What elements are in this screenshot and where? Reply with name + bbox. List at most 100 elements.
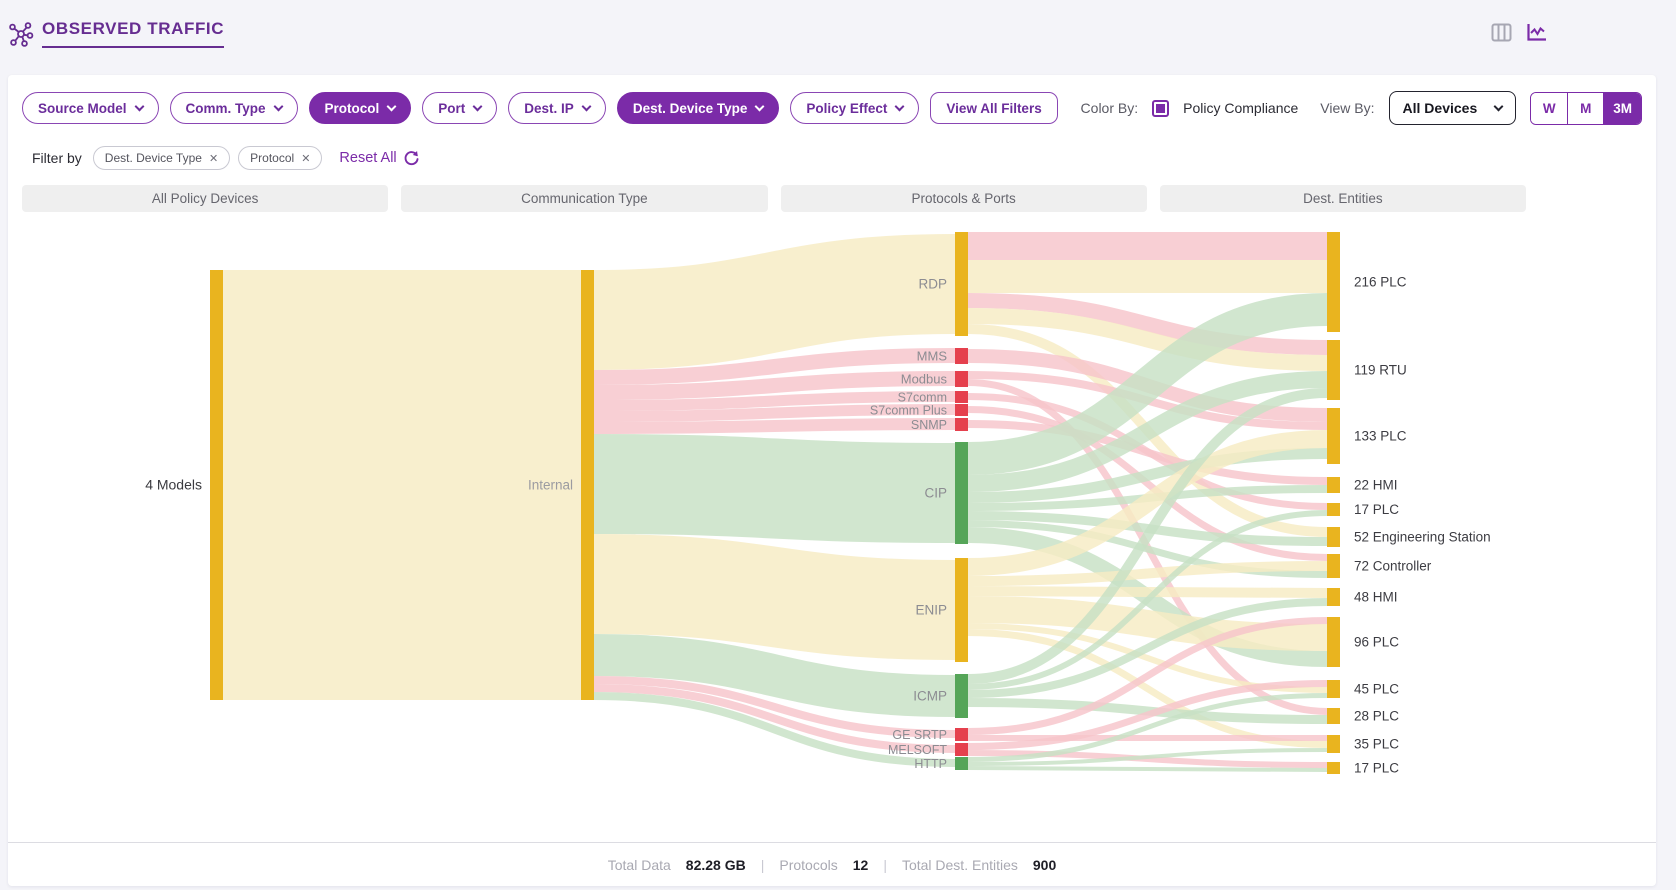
brand: OBSERVED TRAFFIC	[8, 19, 225, 52]
sankey-node-internal[interactable]	[581, 270, 594, 700]
total-value-protocols: 12	[852, 856, 869, 873]
sankey-link-http-plc17b	[967, 766, 1328, 772]
time-toggle-3m[interactable]: 3M	[1603, 92, 1641, 124]
filter-chip-protocol[interactable]: Protocol ✕	[238, 146, 323, 170]
sankey-node-gesrtp[interactable]	[955, 728, 968, 741]
filter-button-source-model[interactable]: Source Model	[22, 92, 159, 124]
sankey-node-melsoft[interactable]	[955, 743, 968, 756]
sankey-node-snmp[interactable]	[955, 418, 968, 431]
filter-button-dest-ip[interactable]: Dest. IP	[508, 92, 606, 124]
sankey-node-plc96[interactable]	[1327, 617, 1340, 667]
sankey-link-internal-modbus	[593, 371, 956, 400]
sankey-label-eng52: 52 Engineering Station	[1354, 530, 1491, 545]
sankey-label-s7comm: S7comm	[898, 391, 947, 405]
sankey-column-headers: All Policy Devices Communication Type Prot…	[22, 185, 1526, 212]
page-title: OBSERVED TRAFFIC	[42, 19, 225, 48]
chevron-down-icon	[134, 101, 144, 111]
sankey-label-plc133: 133 PLC	[1354, 429, 1407, 444]
sankey-node-http[interactable]	[955, 757, 968, 770]
sankey-link-icmp-rtu119	[967, 388, 1328, 684]
remove-chip-icon[interactable]: ✕	[208, 152, 219, 165]
policy-compliance-checkbox[interactable]	[1152, 99, 1170, 117]
sankey-node-plc28[interactable]	[1327, 708, 1340, 724]
sankey-label-melsoft: MELSOFT	[888, 743, 947, 757]
filter-button-dest-device-type[interactable]: Dest. Device Type	[616, 92, 780, 124]
sankey-node-eng52[interactable]	[1327, 527, 1340, 547]
time-range-toggle: W M 3M	[1530, 91, 1642, 125]
chart-view-icon[interactable]	[1526, 22, 1548, 47]
sankey-node-plc133[interactable]	[1327, 408, 1340, 464]
sankey-node-rdp[interactable]	[955, 232, 968, 336]
sankey-link-icmp-plc28	[967, 698, 1328, 724]
sankey-label-rtu119: 119 RTU	[1354, 363, 1407, 378]
total-value-total-data: 82.28 GB	[685, 856, 746, 873]
column-header-dest-entities: Dest. Entities	[1159, 185, 1526, 212]
sankey-link-internal-rdp	[593, 234, 956, 370]
sankey-node-enip[interactable]	[955, 558, 968, 662]
sankey-link-icmp-hmi48	[967, 598, 1328, 698]
sankey-node-s7commplus[interactable]	[955, 404, 968, 416]
sankey-link-snmp-hmi22	[967, 420, 1328, 485]
filter-button-policy-effect[interactable]: Policy Effect	[790, 92, 920, 124]
sankey-label-plc28: 28 PLC	[1354, 709, 1399, 724]
filter-button-protocol[interactable]: Protocol	[308, 92, 412, 124]
sankey-link-internal-s7commplus	[593, 404, 956, 422]
sankey-link-internal-snmp	[593, 418, 956, 434]
sankey-node-models[interactable]	[210, 270, 223, 700]
sankey-link-s7commplus-ctrl72	[967, 406, 1328, 561]
column-header-protocols-ports: Protocols & Ports	[780, 185, 1147, 212]
sankey-node-rtu119[interactable]	[1327, 340, 1340, 400]
sankey-label-cip: CIP	[924, 486, 947, 501]
reset-all-button[interactable]: Reset All	[339, 150, 419, 167]
sankey-link-internal-gesrtp	[593, 676, 956, 738]
sankey-label-icmp: ICMP	[913, 689, 947, 704]
filter-chip-dest-device-type[interactable]: Dest. Device Type ✕	[92, 146, 231, 170]
view-by-label: View By:	[1320, 100, 1375, 116]
sankey-svg: 4 Models Internal RDP MMS Modbus S7commS7comm…	[145, 232, 1491, 776]
sankey-label-rdp: RDP	[918, 277, 947, 292]
main-card: Source Model Comm. Type Protocol Port Dest. …	[8, 75, 1656, 886]
sankey-node-modbus[interactable]	[955, 371, 968, 387]
sankey-node-ctrl72[interactable]	[1327, 554, 1340, 578]
totals-bar: Total Data 82.28 GB | Protocols 12 | Total Des…	[8, 842, 1656, 886]
sankey-label-ctrl72: 72 Controller	[1354, 559, 1432, 574]
sankey-label-plc96: 96 PLC	[1354, 635, 1399, 650]
sankey-node-plc17b[interactable]	[1327, 762, 1340, 774]
time-toggle-m[interactable]: M	[1567, 92, 1604, 124]
sankey-node-plc216[interactable]	[1327, 232, 1340, 332]
sankey-node-plc17a[interactable]	[1327, 503, 1340, 516]
sankey-node-s7comm[interactable]	[955, 391, 968, 403]
sankey-link-enip-plc96	[967, 596, 1328, 651]
filter-row: Source Model Comm. Type Protocol Port Dest. …	[22, 91, 1642, 125]
sankey-link-rdp-rtu119	[967, 293, 1328, 355]
sankey-link-http-plc35	[967, 748, 1328, 766]
color-by-label: Color By:	[1080, 100, 1139, 116]
table-view-icon[interactable]	[1491, 23, 1512, 47]
sankey-node-icmp[interactable]	[955, 674, 968, 718]
filter-button-comm-type[interactable]: Comm. Type	[169, 92, 298, 124]
sankey-node-mms[interactable]	[955, 348, 968, 364]
sankey-link-icmp-plc17a	[967, 510, 1328, 690]
remove-chip-icon[interactable]: ✕	[301, 152, 311, 165]
sankey-label-mms: MMS	[917, 349, 948, 364]
filter-button-port[interactable]: Port	[422, 92, 498, 124]
time-toggle-w[interactable]: W	[1531, 92, 1568, 124]
sankey-link-internal-http	[593, 692, 956, 767]
sankey-label-models: 4 Models	[145, 477, 202, 493]
top-bar: OBSERVED TRAFFIC	[0, 0, 1676, 70]
sankey-link-internal-cip	[593, 434, 956, 543]
total-label-protocols: Protocols	[779, 856, 838, 873]
sankey-node-hmi48[interactable]	[1327, 588, 1340, 606]
sankey-node-hmi22[interactable]	[1327, 477, 1340, 493]
sankey-label-hmi48: 48 HMI	[1354, 590, 1398, 605]
sankey-node-plc45[interactable]	[1327, 680, 1340, 698]
view-by-select[interactable]: All Devices	[1388, 91, 1517, 125]
view-all-filters-button[interactable]: View All Filters	[930, 92, 1058, 124]
sankey-label-plc17a: 17 PLC	[1354, 502, 1399, 517]
sankey-node-cip[interactable]	[955, 442, 968, 544]
chevron-down-icon	[273, 101, 283, 111]
sankey-link-internal-icmp	[593, 634, 956, 717]
sankey-link-internal-enip	[593, 534, 956, 660]
sankey-link-cip-rtu119	[967, 371, 1328, 492]
sankey-node-plc35[interactable]	[1327, 735, 1340, 753]
